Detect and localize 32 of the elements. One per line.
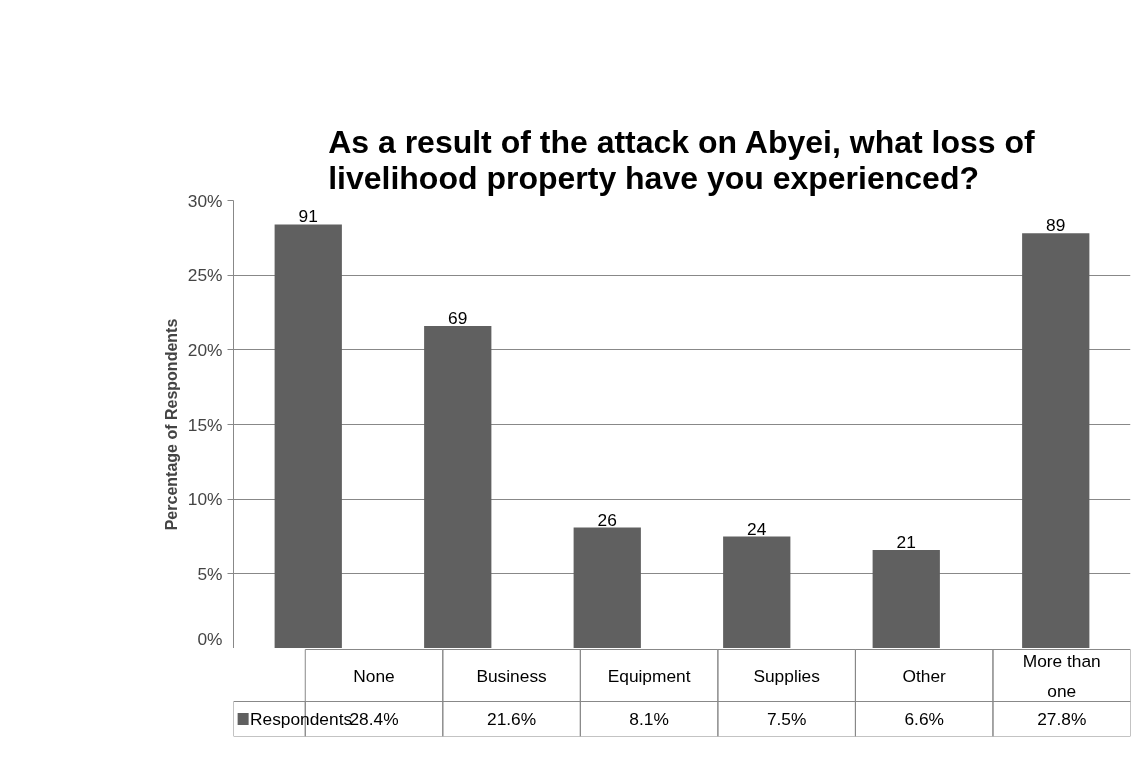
x-tick-label: None — [353, 665, 395, 686]
y-tick-label: 30% — [187, 190, 223, 211]
y-tick-label: 0% — [197, 628, 223, 649]
annotation: 26 — [597, 509, 617, 530]
annotation: 89 — [1046, 215, 1066, 236]
data-label: 27.8% — [1037, 709, 1087, 729]
data-label: 7.5% — [766, 709, 807, 729]
annotation: 24 — [747, 518, 767, 539]
y-tick-label: 25% — [187, 265, 223, 286]
x-tick-label: Business — [476, 665, 548, 686]
x-tick-label: Other — [902, 665, 947, 686]
bar — [274, 224, 342, 648]
chart-title: As a result of the attack on Abyei, what loss of livelihood property have you experienced? — [328, 123, 1036, 196]
x-tick-label: More than one — [1022, 650, 1101, 701]
y-tick-label: 5% — [197, 563, 223, 584]
data-label: 8.1% — [629, 709, 669, 729]
data-label: 6.6% — [904, 709, 944, 729]
x-tick-label: Equipment — [607, 665, 691, 686]
bar — [872, 549, 940, 648]
y-axis-title: Percentage of Respondents — [162, 318, 180, 531]
y-tick-label: 15% — [187, 414, 223, 435]
bar — [573, 527, 641, 648]
y-tick-label: 20% — [187, 339, 223, 360]
annotation: 91 — [298, 206, 318, 227]
bar — [723, 536, 791, 648]
annotation: 21 — [896, 531, 916, 552]
data-label: 21.6% — [487, 709, 537, 729]
x-tick-label: Supplies — [753, 665, 821, 686]
annotation: 69 — [448, 307, 468, 328]
bar — [424, 325, 492, 648]
bar — [1022, 233, 1090, 648]
y-tick-label: 10% — [187, 489, 223, 510]
